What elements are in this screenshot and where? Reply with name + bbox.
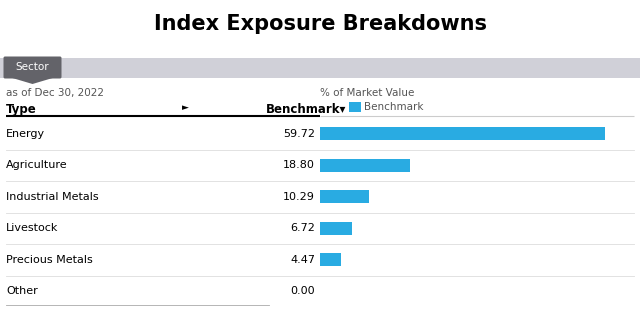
- Text: 6.72: 6.72: [290, 223, 315, 233]
- Text: Benchmark: Benchmark: [364, 102, 423, 112]
- Bar: [320, 159, 410, 172]
- Text: Other: Other: [6, 286, 38, 296]
- Text: 18.80: 18.80: [283, 160, 315, 170]
- Bar: [320, 127, 605, 140]
- Text: Agriculture: Agriculture: [6, 160, 68, 170]
- Text: % of Market Value: % of Market Value: [320, 88, 414, 98]
- Text: Index Exposure Breakdowns: Index Exposure Breakdowns: [154, 14, 486, 34]
- Text: 4.47: 4.47: [290, 255, 315, 265]
- Text: Benchmark▾: Benchmark▾: [266, 103, 346, 116]
- Bar: [349, 102, 361, 112]
- Text: as of Dec 30, 2022: as of Dec 30, 2022: [6, 88, 104, 98]
- Text: ►: ►: [182, 103, 189, 112]
- Text: Energy: Energy: [6, 129, 45, 139]
- Bar: [0, 58, 640, 78]
- Text: Industrial Metals: Industrial Metals: [6, 192, 99, 202]
- Text: 10.29: 10.29: [283, 192, 315, 202]
- Text: Precious Metals: Precious Metals: [6, 255, 93, 265]
- FancyBboxPatch shape: [3, 56, 61, 78]
- Text: Sector: Sector: [16, 62, 49, 72]
- Bar: [320, 253, 341, 266]
- Bar: [320, 190, 369, 203]
- Text: 59.72: 59.72: [283, 129, 315, 139]
- Bar: [320, 222, 352, 235]
- Polygon shape: [9, 77, 56, 84]
- Text: 0.00: 0.00: [291, 286, 315, 296]
- Text: Livestock: Livestock: [6, 223, 58, 233]
- Text: Type: Type: [6, 103, 36, 116]
